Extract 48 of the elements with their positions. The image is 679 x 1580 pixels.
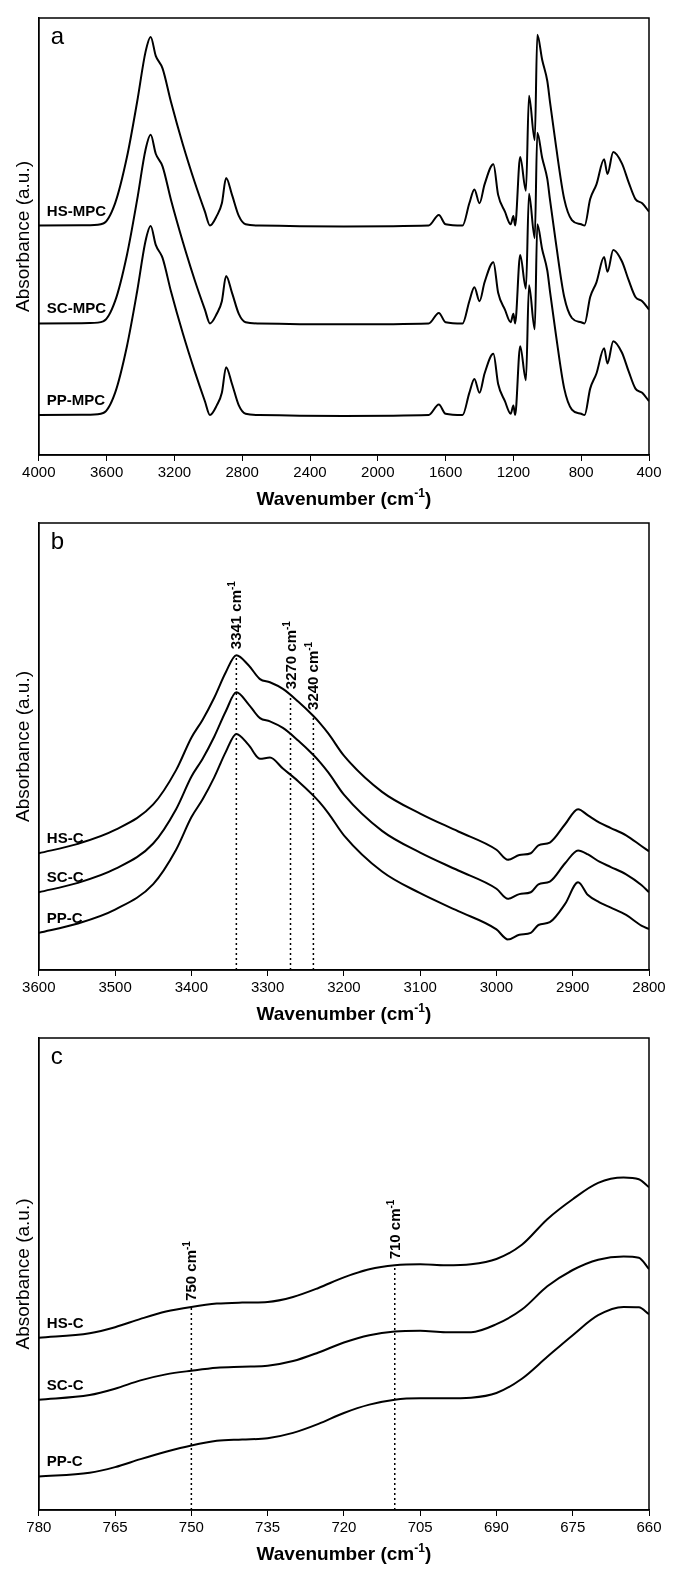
x-tick-label: 3200 [327,978,361,996]
x-tick-label: 735 [255,1518,281,1536]
x-tick-label: 660 [636,1518,662,1536]
x-tick-label: 3600 [22,978,56,996]
x-tick-label: 705 [407,1518,433,1536]
x-tick-label: 3200 [157,463,192,481]
series-label: HS-C [46,829,84,847]
ref-line-label: 710 cm-1 [384,1199,403,1260]
x-tick-label: 720 [331,1518,357,1536]
series-label: PP-C [46,1452,83,1470]
y-axis-title: Absorbance (a.u.) [11,160,33,313]
ref-line-label: 750 cm-1 [181,1240,200,1301]
x-tick-label: 780 [26,1518,52,1536]
series-label: PP-C [46,908,83,926]
series-label: HS-MPC [46,201,107,219]
x-tick-label: 675 [560,1518,586,1536]
x-tick-label: 3300 [250,978,285,996]
x-tick-label: 2800 [632,978,666,996]
x-tick-label: 3600 [89,463,124,481]
ref-line-label: 3341 cm-1 [226,580,245,650]
text: c [50,1042,63,1069]
series-label: PP-MPC [46,391,106,409]
x-tick-label: 1200 [496,463,531,481]
ref-line-label: 3240 cm-1 [303,641,322,710]
y-axis-title: Absorbance (a.u.) [11,1198,33,1350]
x-tick-label: 3100 [403,978,437,996]
x-tick-label: 2900 [556,978,590,996]
ref-line-label: 3270 cm-1 [280,620,299,690]
x-tick-label: 3000 [479,978,514,996]
series-label: SC-C [46,868,84,886]
x-tick-label: 750 [178,1518,204,1536]
x-tick-label: 400 [636,463,662,481]
x-tick-label: 765 [102,1518,128,1536]
y-axis-title: Absorbance (a.u.) [11,670,33,823]
annotation: a [50,22,65,49]
x-tick-label: 4000 [22,463,56,481]
x-tick-label: 3400 [174,978,209,996]
x-tick-label: 2000 [361,463,395,481]
x-tick-label: 2800 [225,463,259,481]
series-label: SC-C [46,1375,84,1393]
x-tick-label: 2400 [293,463,327,481]
text: b [50,527,65,554]
x-tick-label: 800 [568,463,594,481]
x-tick-label: 3500 [98,978,132,996]
series-label: HS-C [46,1313,84,1331]
x-tick-label: 1600 [428,463,463,481]
series-label: SC-MPC [46,299,107,317]
x-tick-label: 690 [483,1518,509,1536]
